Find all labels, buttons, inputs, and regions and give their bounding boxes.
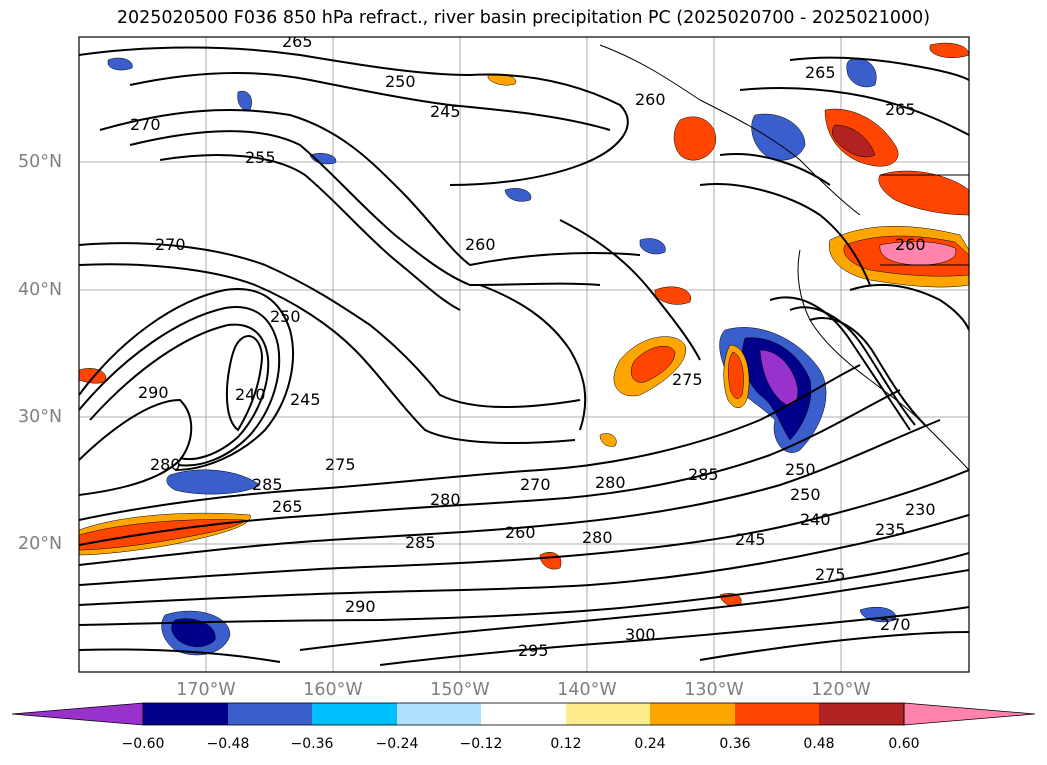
- map-title: 2025020500 F036 850 hPa refract., river …: [116, 8, 931, 28]
- contour-label: 265: [885, 100, 916, 119]
- contour-label: 285: [252, 475, 283, 494]
- colorbar-tick: 0.48: [803, 736, 835, 752]
- contour-label: 290: [138, 383, 169, 402]
- colorbar-tick: −0.36: [290, 736, 334, 752]
- colorbar-segment: [566, 703, 650, 725]
- contour-label: 300: [625, 625, 656, 644]
- lon-label-120w: 120°W: [811, 680, 871, 700]
- colorbar-segment: [650, 703, 735, 725]
- contour-label: 285: [405, 533, 436, 552]
- lon-label-150w: 150°W: [430, 680, 490, 700]
- contour-label: 260: [895, 235, 926, 254]
- colorbar-tick: 0.12: [550, 736, 582, 752]
- colorbar-extend-high: [903, 702, 1036, 726]
- colorbar-tick: 0.36: [719, 736, 751, 752]
- contour-label: 290: [345, 597, 376, 616]
- lon-label-170w: 170°W: [176, 680, 236, 700]
- lat-label-40n: 40°N: [18, 280, 63, 300]
- contour-label: 235: [875, 520, 906, 539]
- colorbar-segment: [735, 703, 819, 725]
- contour-label: 280: [582, 528, 613, 547]
- contour-label: 270: [520, 475, 551, 494]
- colorbar-extend-low: [11, 702, 144, 726]
- contour-label: 275: [672, 370, 703, 389]
- colorbar-tick: −0.24: [375, 736, 419, 752]
- lat-label-50n: 50°N: [18, 152, 63, 172]
- contour-label: 295: [518, 641, 549, 660]
- refractivity-contours: [79, 46, 969, 666]
- colorbar: [11, 702, 1036, 726]
- contour-label: 270: [880, 615, 911, 634]
- colorbar-tick: 0.60: [888, 736, 920, 752]
- colorbar-segment: [481, 703, 566, 725]
- contour-label: 250: [385, 72, 416, 91]
- lon-label-130w: 130°W: [684, 680, 744, 700]
- contour-label: 270: [155, 235, 186, 254]
- contour-label: 240: [800, 510, 831, 529]
- contour-label: 260: [505, 523, 536, 542]
- contour-label: 250: [790, 485, 821, 504]
- colorbar-segment: [397, 703, 481, 725]
- colorbar-tick: 0.24: [634, 736, 666, 752]
- colorbar-tick: −0.60: [121, 736, 165, 752]
- contour-label: 245: [735, 530, 766, 549]
- colorbar-segment: [819, 703, 904, 725]
- contour-label: 230: [905, 500, 936, 519]
- contour-label: 245: [290, 390, 321, 409]
- contour-label: 240: [235, 385, 266, 404]
- lon-label-140w: 140°W: [557, 680, 617, 700]
- colorbar-segment: [228, 703, 312, 725]
- contour-label: 275: [325, 455, 356, 474]
- colorbar-tick: −0.48: [206, 736, 250, 752]
- contour-label: 270: [130, 115, 161, 134]
- contour-label: 265: [805, 63, 836, 82]
- contour-label: 265: [282, 32, 313, 51]
- contour-label: 250: [785, 460, 816, 479]
- contour-label: 260: [635, 90, 666, 109]
- contour-label: 245: [430, 102, 461, 121]
- contour-label: 285: [688, 465, 719, 484]
- lat-label-30n: 30°N: [18, 407, 63, 427]
- colorbar-segment: [143, 703, 228, 725]
- precip-shading: [79, 42, 969, 656]
- contour-label: 260: [465, 235, 496, 254]
- contour-label: 280: [430, 490, 461, 509]
- colorbar-segment: [312, 703, 397, 725]
- contour-label: 275: [815, 565, 846, 584]
- contour-labels: 265 250 245 270 255 260 270 250 240 245 …: [130, 32, 936, 660]
- contour-label: 280: [150, 455, 181, 474]
- contour-label: 255: [245, 148, 276, 167]
- colorbar-tick: −0.12: [459, 736, 503, 752]
- lat-label-20n: 20°N: [18, 534, 63, 554]
- contour-label: 280: [595, 473, 626, 492]
- contour-label: 265: [272, 497, 303, 516]
- contour-label: 250: [270, 307, 301, 326]
- lon-label-160w: 160°W: [303, 680, 363, 700]
